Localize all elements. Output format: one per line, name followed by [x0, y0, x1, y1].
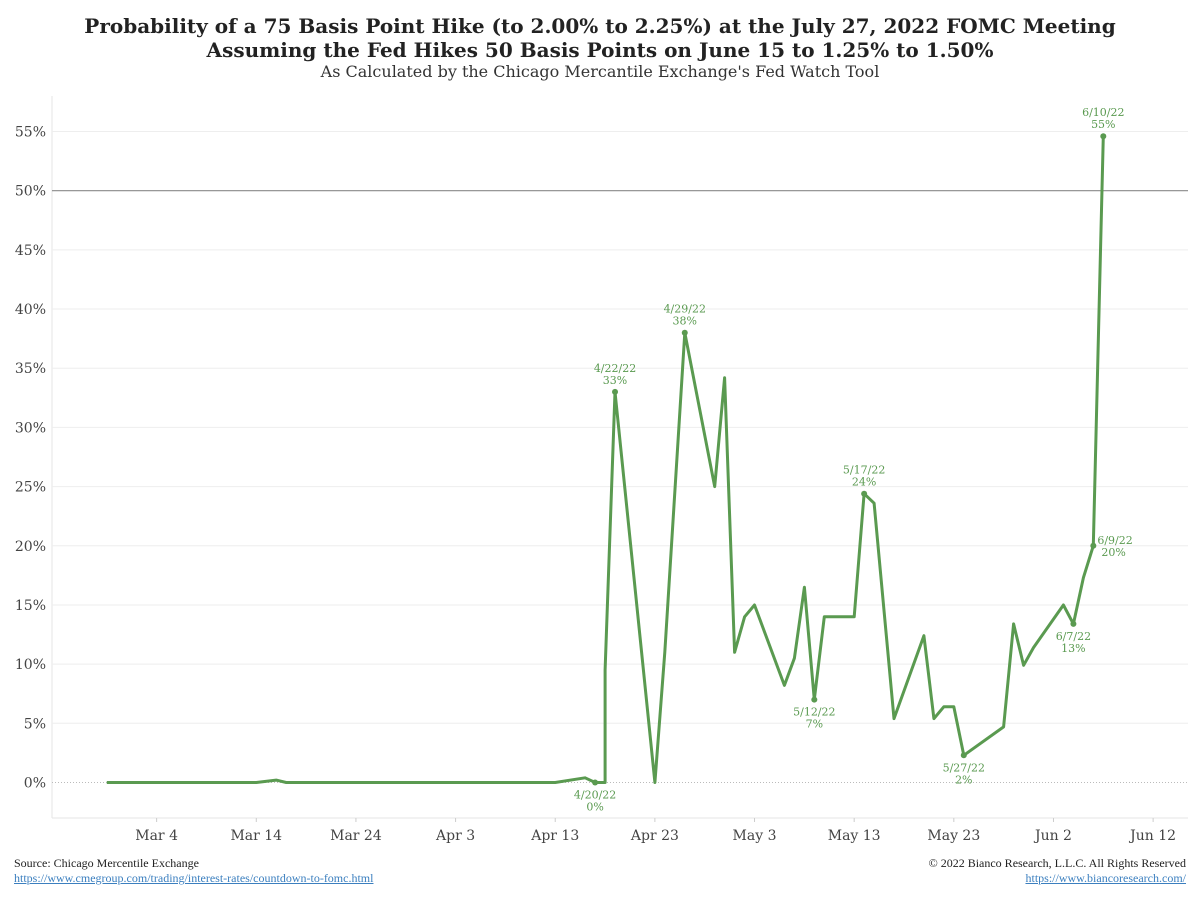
annotation-value: 55%: [1091, 118, 1115, 131]
x-tick-label: Apr 13: [530, 828, 579, 844]
y-tick-label: 10%: [15, 657, 46, 673]
source-text: Source: Chicago Mercentile Exchange: [14, 856, 199, 870]
annotation-date: 6/10/22: [1082, 106, 1124, 119]
annotation-date: 4/20/22: [574, 788, 616, 801]
annotation-value: 38%: [673, 315, 697, 328]
x-tick-label: Mar 14: [230, 828, 282, 844]
y-tick-label: 50%: [15, 184, 46, 200]
annotation-point: [681, 329, 688, 336]
series-line: [106, 136, 1105, 784]
chart-subtitle: Assuming the Fed Hikes 50 Basis Points o…: [206, 38, 994, 62]
y-tick-label: 25%: [15, 480, 46, 496]
site-link[interactable]: https://www.biancoresearch.com/: [1025, 871, 1186, 885]
y-tick-label: 40%: [15, 302, 46, 318]
y-tick-label: 5%: [24, 716, 46, 732]
y-tick-label: 20%: [15, 539, 46, 555]
y-tick-label: 35%: [15, 361, 46, 377]
source-link[interactable]: https://www.cmegroup.com/trading/interes…: [14, 871, 374, 885]
x-tick-label: Mar 24: [330, 828, 382, 844]
annotation-value: 20%: [1101, 546, 1125, 559]
footer-source: Source: Chicago Mercentile Exchange http…: [14, 856, 373, 886]
annotation-point: [811, 696, 818, 703]
annotation-value: 0%: [586, 800, 603, 813]
annotation-point: [1070, 620, 1077, 627]
y-tick-label: 15%: [15, 598, 46, 614]
y-tick-label: 45%: [15, 243, 46, 259]
annotation-point: [1100, 133, 1107, 140]
annotation-point: [592, 779, 599, 786]
x-tick-label: Apr 3: [435, 828, 475, 844]
annotation-point: [960, 752, 967, 759]
annotation-date: 5/17/22: [843, 464, 885, 477]
x-tick-label: Apr 23: [630, 828, 679, 844]
annotation-point: [612, 388, 619, 395]
annotation-date: 4/29/22: [664, 303, 706, 316]
annotation-value: 24%: [852, 476, 876, 489]
annotation-point: [861, 490, 868, 497]
annotation-value: 7%: [806, 718, 823, 731]
chart-title: Probability of a 75 Basis Point Hike (to…: [84, 14, 1116, 38]
annotation-date: 5/27/22: [943, 761, 985, 774]
x-tick-label: Jun 12: [1128, 828, 1176, 844]
annotation-value: 2%: [955, 773, 972, 786]
x-tick-label: Mar 4: [135, 828, 178, 844]
annotation-date: 6/7/22: [1056, 630, 1091, 643]
y-tick-label: 0%: [24, 775, 46, 791]
x-tick-label: Jun 2: [1033, 828, 1072, 844]
chart-titles: Probability of a 75 Basis Point Hike (to…: [0, 14, 1200, 82]
y-tick-label: 30%: [15, 420, 46, 436]
footer-copyright: © 2022 Bianco Research, L.L.C. All Right…: [929, 856, 1186, 886]
annotation-date: 4/22/22: [594, 362, 636, 375]
x-tick-label: May 3: [733, 828, 777, 844]
x-tick-label: May 23: [927, 828, 980, 844]
annotation-date: 5/12/22: [793, 706, 835, 719]
annotation-point: [1090, 542, 1097, 549]
annotation-value: 33%: [603, 374, 627, 387]
y-tick-label: 55%: [15, 125, 46, 141]
annotation-value: 13%: [1061, 642, 1085, 655]
x-tick-label: May 13: [828, 828, 881, 844]
annotation-date: 6/9/22: [1097, 534, 1132, 547]
chart-subtitle-2: As Calculated by the Chicago Mercantile …: [320, 62, 880, 81]
copyright-text: © 2022 Bianco Research, L.L.C. All Right…: [928, 856, 1186, 870]
